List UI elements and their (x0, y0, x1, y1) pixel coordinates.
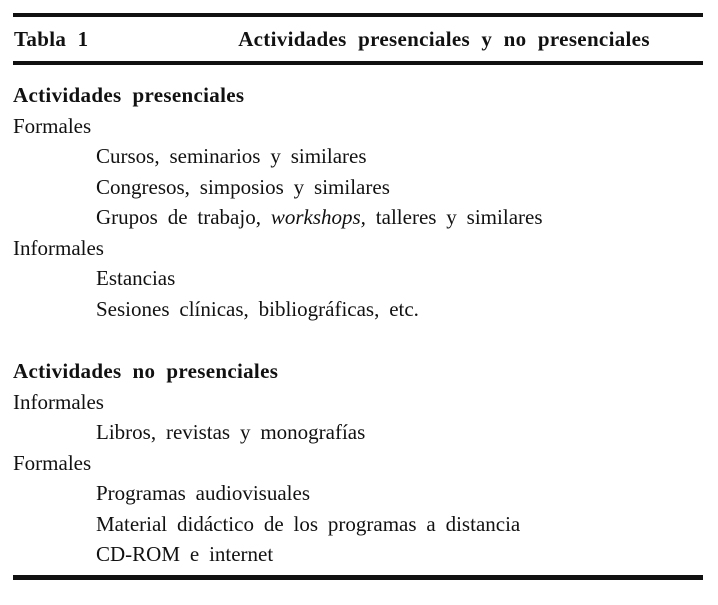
activity-item: Programas audiovisuales (13, 478, 703, 509)
text-segment: Grupos de trabajo, (96, 205, 271, 229)
table-label: Tabla 1 (14, 26, 89, 51)
table-1: Tabla 1 Actividades presenciales y no pr… (13, 13, 703, 580)
category-label: Informales (13, 387, 703, 418)
section-heading: Actividades no presenciales (13, 359, 279, 383)
text-segment: Programas audiovisuales (96, 481, 310, 505)
table-body: Actividades presenciales Formales Cursos, … (13, 80, 703, 570)
activity-item: Grupos de trabajo, workshops, talleres y… (13, 202, 703, 233)
header-rule (13, 61, 703, 65)
section: Actividades no presenciales Informales Lib… (13, 356, 703, 570)
text-segment: Congresos, simposios y similares (96, 174, 390, 199)
activity-item: Libros, revistas y monografías (13, 417, 703, 448)
section-heading: Actividades presenciales (13, 83, 245, 107)
section: Actividades presenciales Formales Cursos, … (13, 80, 703, 324)
activity-item: Cursos, seminarios y similares (13, 141, 703, 172)
text-segment: Informales (13, 389, 104, 414)
text-segment: Formales (13, 113, 92, 138)
text-segment: Sesiones clínicas, bibliográficas, etc. (96, 296, 419, 321)
text-segment: CD-ROM e internet (96, 542, 274, 566)
activity-item: Estancias (13, 263, 703, 294)
activity-item: CD-ROM e internet (13, 539, 703, 570)
text-segment: Formales (13, 450, 92, 475)
activity-item: Sesiones clínicas, bibliográficas, etc. (13, 294, 703, 325)
top-rule (13, 13, 703, 17)
italic-term: workshops, (270, 205, 366, 229)
text-segment: Cursos, seminarios y similares (96, 144, 367, 168)
category-label: Formales (13, 111, 703, 142)
category-label: Formales (13, 448, 703, 479)
text-segment: talleres y similares (365, 205, 543, 229)
bottom-rule (13, 574, 703, 580)
table-header: Tabla 1 Actividades presenciales y no pr… (13, 17, 703, 61)
text-segment: Estancias (96, 266, 176, 290)
text-segment: Informales (13, 235, 104, 260)
activity-item: Congresos, simposios y similares (13, 172, 703, 203)
text-segment: Material didáctico de los programas a di… (96, 511, 521, 536)
text-segment: Libros, revistas y monografías (96, 420, 366, 444)
table-title: Actividades presenciales y no presencial… (238, 26, 650, 51)
activity-item: Material didáctico de los programas a di… (13, 509, 703, 540)
category-label: Informales (13, 233, 703, 264)
